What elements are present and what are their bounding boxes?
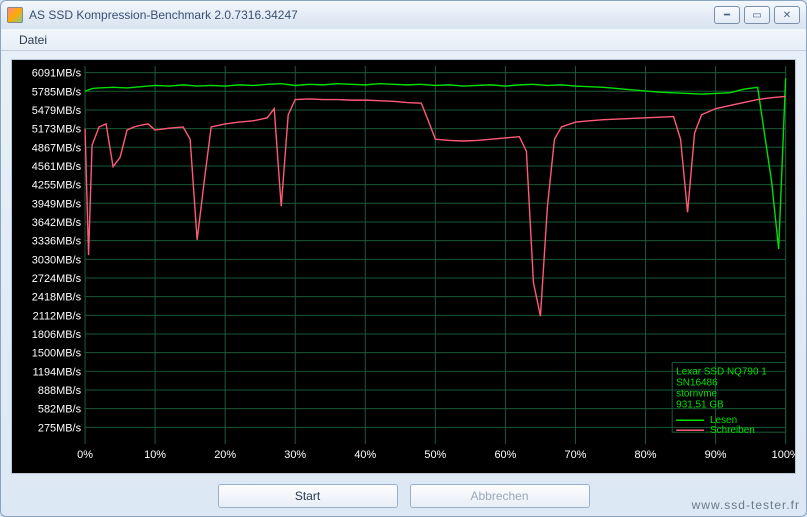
svg-text:2418MB/s: 2418MB/s [32, 292, 82, 304]
svg-text:Schreiben: Schreiben [710, 425, 755, 436]
svg-text:0%: 0% [77, 449, 93, 461]
svg-text:5173MB/s: 5173MB/s [32, 124, 82, 136]
svg-text:4255MB/s: 4255MB/s [32, 180, 82, 192]
svg-text:80%: 80% [635, 449, 657, 461]
svg-text:30%: 30% [284, 449, 306, 461]
svg-text:6091MB/s: 6091MB/s [32, 68, 82, 80]
svg-text:2724MB/s: 2724MB/s [32, 273, 82, 285]
svg-text:888MB/s: 888MB/s [38, 385, 82, 397]
close-button[interactable]: ✕ [774, 6, 800, 24]
svg-text:20%: 20% [214, 449, 236, 461]
titlebar[interactable]: AS SSD Kompression-Benchmark 2.0.7316.34… [1, 1, 806, 29]
svg-text:275MB/s: 275MB/s [38, 422, 82, 434]
maximize-button[interactable]: ▭ [744, 6, 770, 24]
svg-text:931,51 GB: 931,51 GB [676, 399, 724, 410]
svg-text:1500MB/s: 1500MB/s [32, 348, 82, 360]
svg-text:3030MB/s: 3030MB/s [32, 254, 82, 266]
svg-text:2112MB/s: 2112MB/s [33, 310, 82, 322]
legend-box: Lexar SSD NQ790 1SN16486stornvme931,51 G… [672, 363, 785, 437]
benchmark-chart: 6091MB/s 5785MB/s 5479MB/s 5173MB/s 4867MB/s… [12, 60, 795, 473]
menubar: Datei [1, 29, 806, 51]
svg-text:stornvme: stornvme [676, 388, 717, 399]
svg-text:90%: 90% [705, 449, 727, 461]
window-title: AS SSD Kompression-Benchmark 2.0.7316.34… [29, 8, 714, 22]
minimize-button[interactable]: ━ [714, 6, 740, 24]
application-window: AS SSD Kompression-Benchmark 2.0.7316.34… [0, 0, 807, 517]
svg-text:4867MB/s: 4867MB/s [32, 142, 82, 154]
svg-text:3949MB/s: 3949MB/s [32, 198, 82, 210]
svg-text:1194MB/s: 1194MB/s [33, 366, 82, 378]
svg-text:5785MB/s: 5785MB/s [32, 86, 82, 98]
svg-text:1806MB/s: 1806MB/s [32, 329, 82, 341]
svg-text:5479MB/s: 5479MB/s [32, 105, 82, 117]
abort-button[interactable]: Abbrechen [410, 484, 590, 508]
svg-text:70%: 70% [565, 449, 587, 461]
menu-datei[interactable]: Datei [11, 31, 55, 49]
svg-text:10%: 10% [144, 449, 166, 461]
svg-text:3336MB/s: 3336MB/s [32, 236, 82, 248]
button-row: Start Abbrechen [1, 484, 806, 508]
svg-text:Lexar SSD NQ790 1: Lexar SSD NQ790 1 [676, 366, 767, 377]
chart-area: 6091MB/s 5785MB/s 5479MB/s 5173MB/s 4867MB/s… [11, 59, 796, 474]
svg-text:SN16486: SN16486 [676, 377, 718, 388]
start-button[interactable]: Start [218, 484, 398, 508]
svg-text:3642MB/s: 3642MB/s [32, 217, 82, 229]
svg-text:60%: 60% [494, 449, 516, 461]
svg-text:40%: 40% [354, 449, 376, 461]
svg-text:100%: 100% [772, 449, 795, 461]
window-controls: ━ ▭ ✕ [714, 6, 800, 24]
watermark: www.ssd-tester.fr [692, 498, 800, 512]
svg-text:50%: 50% [424, 449, 446, 461]
svg-text:4561MB/s: 4561MB/s [32, 161, 82, 173]
svg-text:582MB/s: 582MB/s [38, 404, 82, 416]
app-icon [7, 7, 23, 23]
